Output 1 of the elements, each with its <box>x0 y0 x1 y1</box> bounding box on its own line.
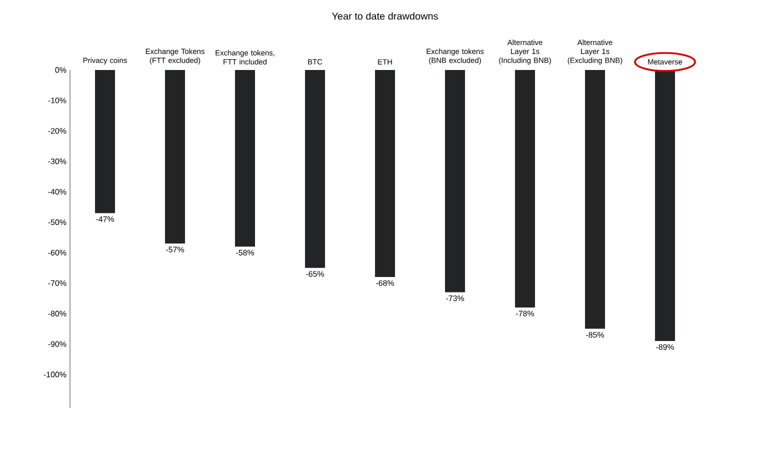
chart-title: Year to date drawdowns <box>332 12 438 20</box>
